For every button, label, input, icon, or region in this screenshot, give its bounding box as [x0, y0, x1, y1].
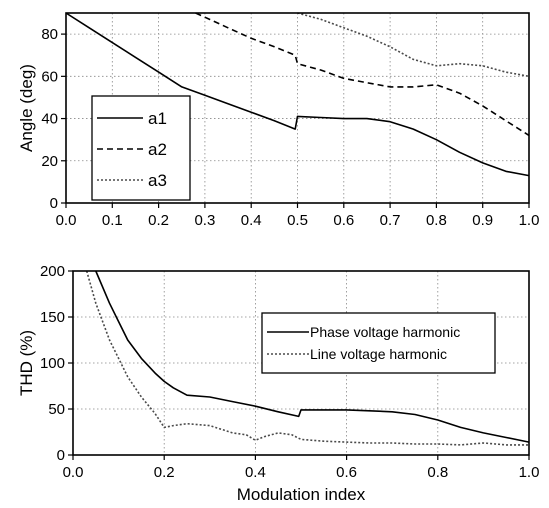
x-tick-label: 0.2	[154, 464, 175, 481]
x-tick-label: 0.3	[194, 212, 215, 229]
x-tick-label: 0.0	[63, 464, 84, 481]
x-axis-label: Modulation index	[237, 485, 366, 504]
y-axis-label: Angle (deg)	[17, 64, 36, 152]
legend-label-1: a1	[148, 109, 167, 128]
series-line-2	[195, 12, 530, 137]
y-tick-label: 150	[40, 309, 65, 326]
series-line-1	[65, 12, 530, 177]
x-tick-label: 0.4	[241, 212, 262, 229]
y-tick-label: 80	[41, 26, 58, 43]
y-tick-label: 0	[57, 447, 65, 464]
legend-label-2: a2	[148, 140, 167, 159]
y-tick-label: 50	[48, 401, 65, 418]
legend-label-1: Phase voltage harmonic	[310, 324, 460, 340]
x-tick-label: 0.8	[427, 464, 448, 481]
y-tick-label: 0	[50, 195, 58, 212]
x-tick-label: 1.0	[519, 464, 540, 481]
legend-box	[261, 312, 496, 374]
legend-box	[91, 95, 191, 201]
x-tick-label: 0.2	[148, 212, 169, 229]
x-tick-label: 0.5	[287, 212, 308, 229]
y-tick-label: 100	[40, 355, 65, 372]
series-line-2	[85, 270, 529, 446]
thd-chart-panel: 0.0 0.2 0.4 0.6 0.8 1.0 0 50 100 150 200 THD (%) Mod…	[17, 263, 539, 504]
y-axis-label: THD (%)	[17, 330, 36, 396]
x-tick-label: 0.7	[380, 212, 401, 229]
legend-label-2: Line voltage harmonic	[310, 346, 447, 362]
legend-label-3: a3	[148, 171, 167, 190]
series-line-1	[95, 270, 530, 443]
x-tick-label: 0.9	[472, 212, 493, 229]
x-tick-label: 0.6	[336, 464, 357, 481]
y-tick-label: 40	[41, 111, 58, 128]
y-tick-label: 20	[41, 153, 58, 170]
x-tick-label: 0.0	[56, 212, 77, 229]
series-line-3	[297, 12, 530, 78]
angle-chart-panel: 0.0 0.1 0.2 0.3 0.4 0.5 0.6 0.7 0.8 0.9 1.0 0 20 40 60…	[17, 12, 540, 229]
x-tick-label: 0.1	[102, 212, 123, 229]
x-tick-label: 0.4	[245, 464, 266, 481]
x-tick-label: 0.8	[426, 212, 447, 229]
x-tick-label: 0.6	[333, 212, 354, 229]
y-tick-label: 200	[40, 263, 65, 280]
y-tick-label: 60	[41, 68, 58, 85]
x-tick-label: 1.0	[519, 212, 540, 229]
